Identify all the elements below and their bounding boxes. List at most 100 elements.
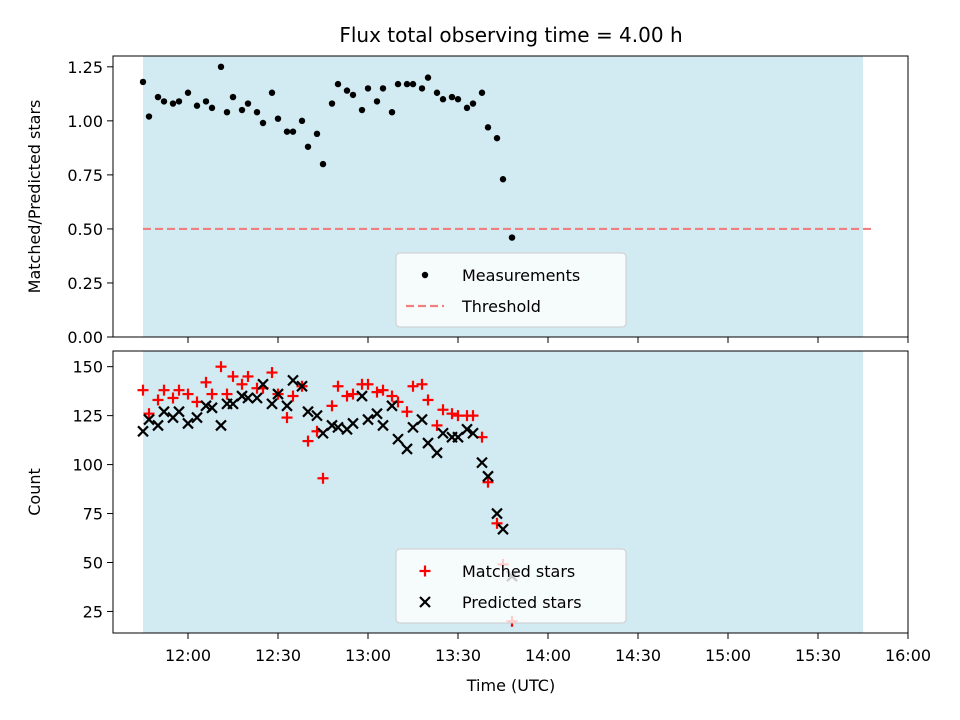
y-tick-label: 50 bbox=[83, 554, 103, 573]
y-tick-label: 125 bbox=[72, 407, 103, 426]
data-point bbox=[463, 104, 471, 112]
data-point bbox=[437, 404, 449, 416]
data-point bbox=[358, 106, 366, 114]
data-point bbox=[439, 96, 447, 103]
data-point bbox=[167, 392, 179, 404]
data-point bbox=[388, 109, 396, 116]
data-point bbox=[407, 421, 419, 434]
data-point bbox=[379, 85, 387, 92]
legend-box bbox=[395, 548, 627, 624]
data-point bbox=[424, 74, 432, 81]
data-point bbox=[343, 87, 351, 94]
series-0 bbox=[139, 63, 516, 241]
data-point bbox=[452, 431, 464, 443]
data-point bbox=[418, 85, 426, 92]
data-point bbox=[392, 433, 404, 445]
data-point bbox=[182, 417, 194, 430]
data-point bbox=[175, 98, 183, 105]
data-point bbox=[371, 407, 383, 420]
data-point bbox=[328, 100, 336, 107]
data-point bbox=[193, 102, 201, 109]
legend: Measurements Threshold bbox=[395, 252, 627, 328]
axes-frame bbox=[112, 350, 909, 634]
data-point bbox=[160, 98, 168, 105]
data-point bbox=[184, 89, 192, 96]
legend-box bbox=[395, 252, 627, 328]
x-tick-label: 15:00 bbox=[705, 646, 751, 665]
y-tick-label: 0.25 bbox=[67, 274, 103, 293]
data-point bbox=[377, 384, 389, 396]
data-point bbox=[215, 361, 227, 373]
data-point bbox=[356, 390, 368, 402]
data-point bbox=[311, 409, 323, 422]
x-tick-label: 13:00 bbox=[345, 646, 391, 665]
data-point bbox=[268, 89, 276, 96]
y-tick-label: 0.75 bbox=[67, 166, 103, 185]
data-point bbox=[302, 435, 314, 447]
data-point bbox=[334, 80, 342, 88]
data-point bbox=[158, 384, 170, 396]
x-tick-label: 12:30 bbox=[255, 646, 301, 665]
data-point bbox=[401, 406, 413, 418]
data-point bbox=[281, 412, 293, 424]
data-point bbox=[259, 119, 267, 127]
data-point bbox=[401, 443, 413, 455]
data-point bbox=[319, 160, 327, 168]
data-point bbox=[238, 106, 246, 114]
data-point bbox=[476, 456, 488, 469]
data-point bbox=[386, 390, 398, 402]
data-point bbox=[317, 472, 329, 484]
data-point bbox=[304, 143, 312, 150]
data-point bbox=[469, 100, 477, 107]
data-point bbox=[257, 378, 269, 391]
data-point bbox=[145, 113, 153, 120]
data-point bbox=[416, 413, 428, 426]
data-point bbox=[332, 421, 344, 434]
data-point bbox=[422, 394, 434, 406]
data-point bbox=[364, 85, 372, 92]
axes-frame bbox=[112, 55, 909, 338]
data-point bbox=[298, 117, 306, 125]
data-point bbox=[287, 390, 299, 402]
data-point bbox=[251, 392, 263, 404]
data-point bbox=[499, 176, 507, 183]
data-point bbox=[467, 410, 479, 422]
data-point bbox=[242, 392, 254, 404]
legend-label: Matched stars bbox=[462, 562, 575, 581]
data-point bbox=[478, 89, 486, 96]
y-tick-label: 1.25 bbox=[67, 58, 103, 77]
data-point bbox=[206, 388, 218, 400]
data-point bbox=[347, 417, 359, 430]
panel-counts: 25 50 75 100 125 150 12:00 12:30 13:00 13:30 14:00… bbox=[25, 350, 931, 665]
data-point bbox=[173, 384, 185, 396]
legend-swatch bbox=[421, 271, 429, 279]
data-point bbox=[229, 93, 237, 101]
data-point bbox=[143, 408, 155, 420]
data-point bbox=[347, 388, 359, 400]
data-point bbox=[454, 96, 462, 103]
data-point bbox=[137, 384, 149, 396]
data-point bbox=[433, 89, 441, 96]
data-point bbox=[152, 394, 164, 406]
legend-swatch bbox=[419, 596, 431, 608]
data-point bbox=[223, 109, 231, 116]
data-point bbox=[221, 388, 233, 400]
data-point bbox=[208, 104, 216, 112]
y-tick-label: 100 bbox=[72, 456, 103, 475]
data-point bbox=[283, 128, 291, 135]
legend-label: Measurements bbox=[462, 266, 580, 285]
data-point bbox=[349, 91, 357, 99]
legend-swatch bbox=[419, 565, 431, 577]
data-point bbox=[341, 390, 353, 402]
data-point bbox=[244, 100, 252, 107]
data-point bbox=[497, 523, 509, 535]
y-tick-label: 75 bbox=[83, 505, 103, 524]
data-point bbox=[236, 378, 248, 390]
y-axis-label: Matched/Predicted stars bbox=[25, 100, 44, 294]
data-point bbox=[332, 380, 344, 392]
panel-measurements: 0.00 0.25 0.50 0.75 1.00 1.25 Matched/Predicte… bbox=[25, 55, 909, 347]
data-point bbox=[313, 130, 321, 138]
data-point bbox=[467, 427, 479, 440]
data-point bbox=[407, 380, 419, 392]
data-point bbox=[182, 388, 194, 400]
